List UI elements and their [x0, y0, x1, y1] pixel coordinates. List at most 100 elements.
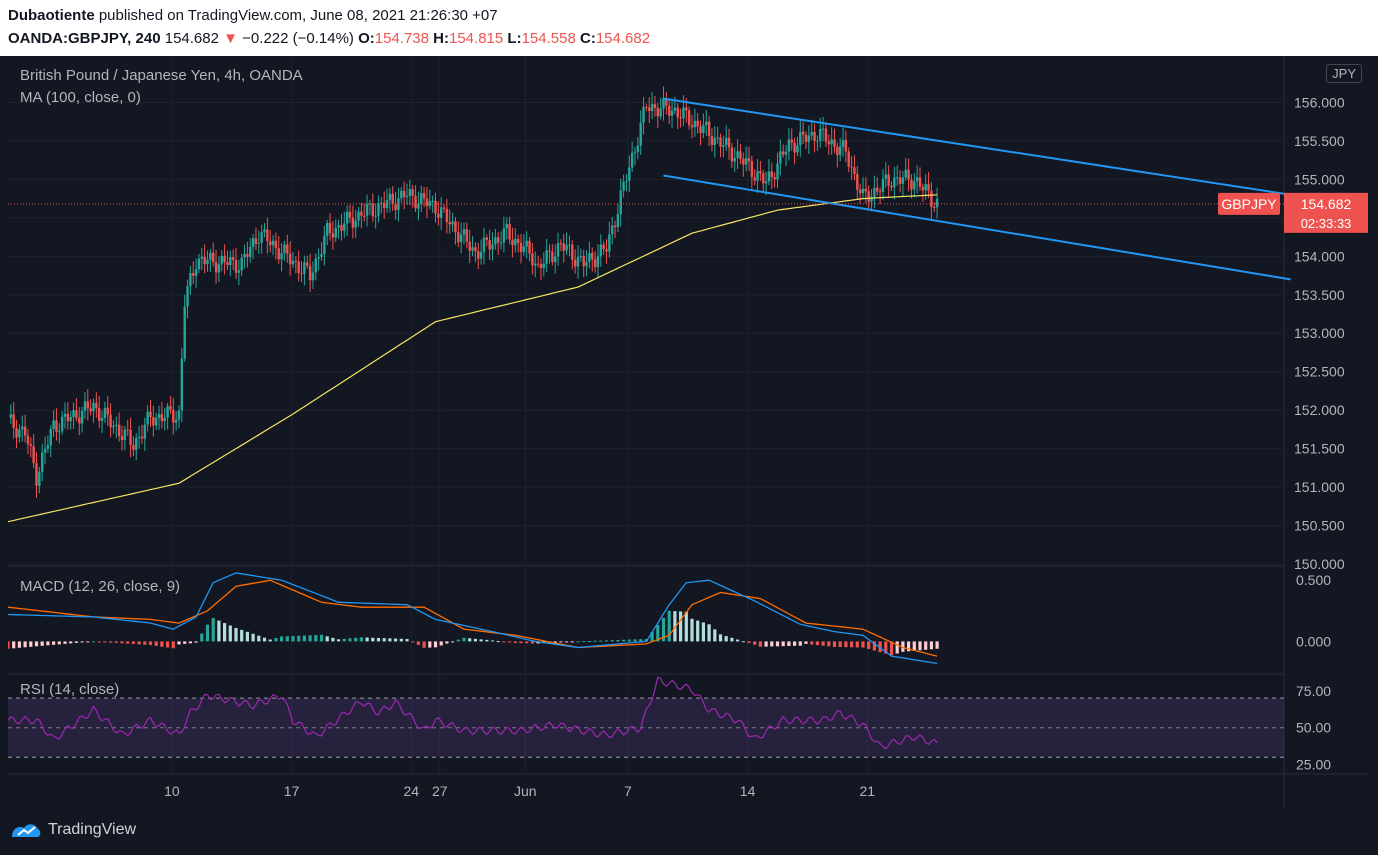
candle-body — [43, 448, 47, 453]
candle-body — [451, 221, 454, 225]
candle-body — [189, 273, 192, 287]
tradingview-brand[interactable]: TradingView — [10, 821, 136, 839]
macd-histogram-bar — [160, 641, 164, 647]
candle-body — [488, 239, 491, 250]
published-text: published on TradingView.com, June 08, 2… — [98, 7, 498, 24]
candle-body — [35, 463, 38, 486]
macd-histogram-bar — [34, 641, 39, 647]
candle-body — [249, 246, 252, 257]
price-tick-label: 152.000 — [1294, 402, 1345, 418]
candle-body — [858, 189, 862, 194]
macd-line — [8, 572, 938, 665]
candle-body — [340, 225, 343, 231]
symbol-badge — [1218, 192, 1280, 215]
candle-body — [890, 185, 893, 188]
candle-body — [824, 128, 828, 142]
macd-histogram-bar — [758, 641, 762, 647]
macd-histogram-bar — [485, 639, 489, 642]
candle-body — [177, 410, 181, 420]
price-change: −0.222 (−0.14%) — [242, 30, 354, 47]
macd-histogram-bar — [519, 641, 523, 644]
candle-body — [380, 202, 383, 204]
macd-histogram-bar — [240, 629, 244, 642]
candle-body — [274, 240, 278, 249]
ma-legend[interactable]: MA (100, close, 0) — [20, 89, 141, 106]
candle-body — [468, 241, 471, 251]
macd-histogram-bar — [610, 640, 614, 642]
candle-body — [839, 146, 842, 156]
macd-histogram-bar — [496, 641, 500, 643]
low-value: 154.558 — [521, 30, 576, 47]
candle-body — [611, 225, 614, 235]
candle-body — [608, 234, 611, 252]
macd-histogram-bar — [889, 641, 894, 656]
currency-badge[interactable]: JPY — [1326, 64, 1362, 83]
author-name[interactable]: Dubaotiente — [8, 7, 95, 24]
macd-histogram-bar — [855, 641, 859, 648]
brand-text: TradingView — [48, 821, 137, 838]
candle-body — [288, 253, 292, 265]
candle-body — [844, 139, 848, 152]
last-price: 154.682 — [164, 30, 219, 47]
candle-body — [92, 402, 95, 412]
macd-histogram-bar — [57, 641, 61, 645]
macd-histogram-bar — [166, 641, 170, 648]
macd-histogram-bar — [200, 633, 204, 642]
candle-body — [636, 145, 640, 152]
macd-histogram-bar — [23, 641, 27, 648]
candle-body — [457, 232, 460, 243]
macd-histogram-bar — [912, 641, 916, 651]
candle-body — [328, 222, 332, 234]
candle-body — [787, 139, 791, 152]
macd-legend[interactable]: MACD (12, 26, close, 9) — [20, 578, 181, 595]
chart-area[interactable]: 156.000155.500155.000154.500154.000153.5… — [8, 56, 1368, 808]
candle-body — [514, 238, 517, 246]
price-tick-label: 154.000 — [1294, 248, 1345, 264]
candle-body — [72, 410, 75, 418]
candle-body — [38, 471, 41, 486]
rsi-legend[interactable]: RSI (14, close) — [20, 681, 120, 698]
time-tick-label: 14 — [740, 783, 756, 799]
candle-body — [143, 424, 146, 439]
macd-histogram-bar — [205, 624, 210, 642]
candle-body — [750, 161, 754, 178]
price-tick-label: 152.500 — [1294, 364, 1345, 380]
time-tick-label: 7 — [624, 783, 632, 799]
candle-body — [414, 195, 417, 209]
candle-body — [519, 243, 523, 252]
candle-body — [727, 137, 731, 148]
candle-body — [425, 198, 429, 207]
candle-body — [277, 248, 280, 260]
candle-body — [819, 129, 822, 141]
chart-canvas[interactable]: 156.000155.500155.000154.500154.000153.5… — [8, 56, 1368, 808]
candle-body — [21, 426, 24, 430]
candle-body — [89, 408, 92, 412]
candle-body — [155, 417, 158, 426]
candle-body — [308, 265, 312, 281]
macd-histogram-bar — [525, 641, 529, 644]
macd-histogram-bar — [194, 641, 198, 643]
macd-histogram-bar — [713, 629, 717, 642]
main-legend[interactable]: British Pound / Japanese Yen, 4h, OANDA — [20, 67, 303, 84]
candle-body — [904, 169, 907, 178]
candle-body — [442, 207, 446, 209]
macd-histogram-bar — [627, 639, 631, 642]
price-badge — [1284, 192, 1368, 233]
candle-body — [516, 238, 520, 244]
candle-body — [217, 264, 221, 273]
candle-body — [383, 202, 386, 208]
candle-body — [816, 140, 819, 142]
candle-body — [565, 244, 568, 251]
macd-histogram-bar — [559, 641, 563, 643]
rsi-line — [8, 676, 938, 750]
candle-body — [773, 177, 776, 180]
close-value: 154.682 — [595, 30, 651, 47]
candle-body — [317, 256, 320, 259]
candle-body — [311, 272, 315, 281]
candle-body — [209, 252, 212, 260]
macd-histogram-bar — [508, 641, 512, 643]
macd-histogram-bar — [730, 637, 734, 642]
candle-body — [331, 233, 335, 238]
candle-body — [753, 177, 756, 181]
high-value: 154.815 — [449, 30, 504, 47]
